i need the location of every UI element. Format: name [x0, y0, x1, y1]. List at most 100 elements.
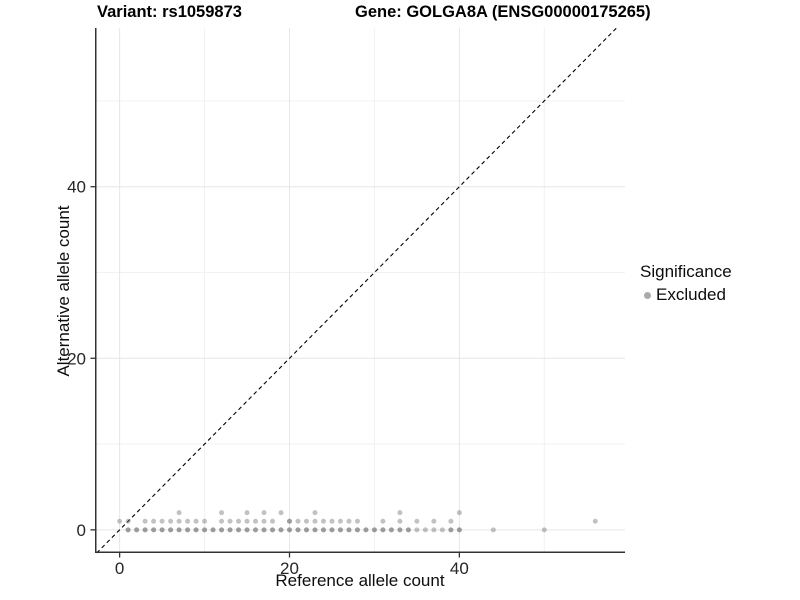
- data-point: [320, 527, 326, 533]
- data-point: [125, 527, 131, 533]
- data-point: [303, 527, 309, 533]
- data-point: [236, 527, 242, 533]
- data-point: [422, 527, 428, 533]
- data-point: [142, 527, 148, 533]
- data-point: [380, 527, 386, 533]
- data-point: [456, 527, 462, 533]
- data-point: [210, 527, 216, 533]
- data-point: [448, 527, 454, 533]
- data-point: [456, 527, 462, 533]
- data-point: [176, 518, 182, 524]
- plot-panel: 0 20 40 0 20 40: [67, 27, 625, 578]
- y-axis-title: Alternative allele count: [54, 205, 73, 377]
- data-point: [414, 518, 420, 524]
- data-point: [405, 527, 411, 533]
- data-point: [227, 518, 233, 524]
- data-point: [193, 527, 199, 533]
- identity-line: [96, 27, 617, 554]
- data-point: [134, 527, 140, 533]
- data-point: [363, 527, 369, 533]
- data-point: [193, 527, 199, 533]
- data-point: [261, 518, 267, 524]
- data-point: [320, 518, 326, 524]
- legend: Significance Excluded: [638, 262, 732, 305]
- data-point: [397, 518, 403, 524]
- data-point: [346, 527, 352, 533]
- data-point: [354, 518, 360, 524]
- data-point: [287, 527, 293, 533]
- data-point: [219, 518, 225, 524]
- data-point: [176, 527, 182, 533]
- title-row: Variant: rs1059873 Gene: GOLGA8A (ENSG00…: [0, 3, 800, 25]
- data-point: [159, 527, 165, 533]
- data-point: [219, 510, 225, 516]
- data-point: [236, 527, 242, 533]
- data-point: [397, 510, 403, 516]
- data-point: [159, 527, 165, 533]
- data-point: [337, 527, 343, 533]
- plot-title-gene: Gene: GOLGA8A (ENSG00000175265): [355, 3, 651, 21]
- data-point: [185, 527, 191, 533]
- x-tick-label: 20: [280, 559, 299, 578]
- data-point: [219, 527, 225, 533]
- data-point: [397, 527, 403, 533]
- data-point: [278, 527, 284, 533]
- data-point: [329, 527, 335, 533]
- data-point: [312, 527, 318, 533]
- legend-item: Excluded: [638, 285, 732, 305]
- data-point: [371, 527, 377, 533]
- legend-key-dot-icon: [644, 291, 651, 299]
- data-point: [151, 527, 157, 533]
- data-point: [278, 510, 284, 516]
- data-point: [125, 527, 131, 533]
- data-point: [270, 518, 276, 524]
- x-axis-title: Reference allele count: [275, 571, 445, 590]
- data-point: [176, 510, 182, 516]
- data-point: [295, 527, 301, 533]
- data-point: [329, 518, 335, 524]
- data-point: [354, 527, 360, 533]
- legend-title: Significance: [640, 262, 732, 281]
- data-point: [439, 527, 445, 533]
- data-point: [168, 518, 174, 524]
- data-point: [270, 527, 276, 533]
- data-point: [312, 510, 318, 516]
- data-point: [253, 527, 259, 533]
- data-point: [142, 518, 148, 524]
- x-tick-label: 0: [115, 559, 124, 578]
- data-point: [244, 510, 250, 516]
- data-point: [363, 527, 369, 533]
- data-point: [151, 527, 157, 533]
- data-point: [202, 518, 208, 524]
- data-point: [541, 527, 547, 533]
- data-point: [380, 518, 386, 524]
- data-point: [346, 518, 352, 524]
- data-point: [125, 518, 131, 524]
- data-point: [388, 527, 394, 533]
- data-point: [329, 527, 335, 533]
- data-point: [414, 527, 420, 533]
- plot-title-variant: Variant: rs1059873: [97, 3, 242, 21]
- data-point: [253, 518, 259, 524]
- data-point: [219, 527, 225, 533]
- data-point: [244, 518, 250, 524]
- data-point: [202, 527, 208, 533]
- data-point: [295, 527, 301, 533]
- x-tick-label: 40: [450, 559, 469, 578]
- data-point: [371, 527, 377, 533]
- data-point: [295, 518, 301, 524]
- data-point: [431, 527, 437, 533]
- data-point: [431, 518, 437, 524]
- data-point: [287, 518, 293, 524]
- data-point: [185, 518, 191, 524]
- data-point: [261, 527, 267, 533]
- data-point: [278, 527, 284, 533]
- data-point: [397, 527, 403, 533]
- data-point: [244, 527, 250, 533]
- data-point: [448, 527, 454, 533]
- data-point: [320, 527, 326, 533]
- data-point: [303, 518, 309, 524]
- data-point: [405, 527, 411, 533]
- y-tick-label: 0: [77, 521, 86, 540]
